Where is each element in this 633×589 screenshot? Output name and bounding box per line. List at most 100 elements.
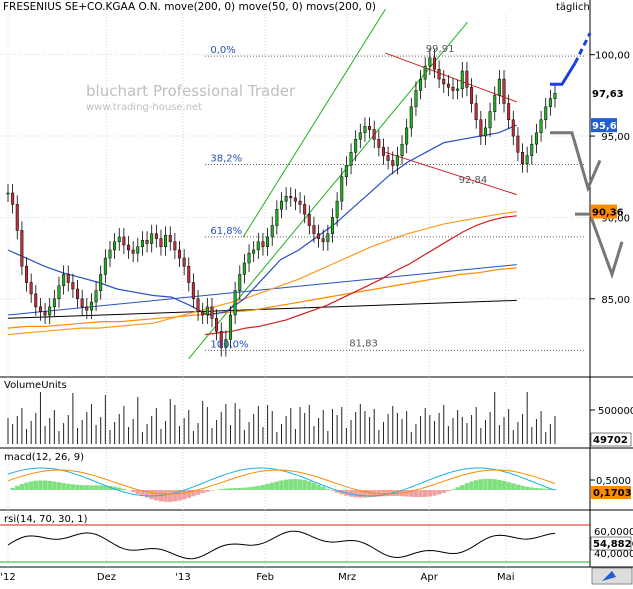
candle-body [285, 196, 288, 201]
fib-level-label: 61,8% [210, 226, 242, 237]
last-price-label: 97,63 [592, 89, 624, 100]
candle-body [498, 79, 501, 95]
x-tick-label: Apr [421, 572, 439, 583]
macd-histogram-bar [520, 486, 524, 490]
y-tick-label: 100,00 [595, 51, 630, 62]
macd-histogram-bar [530, 487, 534, 490]
macd-histogram-bar [265, 484, 269, 490]
macd-histogram-bar [94, 485, 98, 490]
candle-body [7, 193, 10, 194]
candle-body [234, 291, 237, 315]
macd-histogram-bar [182, 490, 186, 499]
candle-body [517, 136, 520, 152]
macd-histogram-bar [469, 482, 473, 490]
candle-body [521, 152, 524, 163]
candle-body [141, 240, 144, 247]
macd-histogram-bar [307, 481, 311, 490]
candle-body [16, 204, 19, 230]
candle-body [280, 201, 283, 209]
candle-body [526, 156, 529, 164]
macd-histogram-bar [451, 489, 455, 490]
candle-body [58, 286, 61, 299]
candle-body [257, 242, 260, 250]
candle-body [415, 91, 418, 107]
candle-body [155, 234, 158, 239]
macd-histogram-bar [238, 488, 242, 490]
macd-histogram-bar [173, 490, 177, 501]
watermark-title: bluchart Professional Trader [86, 82, 296, 100]
candle-body [215, 318, 218, 331]
candle-body [178, 250, 181, 258]
chart-title: FRESENIUS SE+CO.KGAA O.N. move(200, 0) m… [3, 1, 376, 13]
candle-body [549, 99, 552, 107]
macd-histogram-bar [57, 482, 61, 490]
x-tick-label: '13 [175, 572, 190, 583]
candle-body [48, 307, 51, 315]
macd-histogram-bar [437, 490, 441, 494]
fib-value-label: 99,91 [426, 44, 455, 55]
candle-body [410, 107, 413, 128]
y-tick-label: 95,00 [601, 132, 630, 143]
watermark-url: www.trading-house.net [86, 102, 202, 113]
macd-histogram-bar [488, 479, 492, 490]
candle-body [99, 274, 102, 290]
macd-histogram-bar [446, 490, 450, 491]
candle-body [95, 291, 98, 302]
macd-histogram-bar [497, 480, 501, 490]
rsi-tick-label: 40,0000 [594, 549, 633, 560]
candle-body [72, 283, 75, 290]
macd-tick-label: 0,5000 [596, 476, 631, 487]
macd-histogram-bar [474, 480, 478, 490]
candle-body [294, 198, 297, 201]
rsi-panel-label: rsi(14, 70, 30, 1) [4, 514, 88, 525]
candle-body [229, 315, 232, 339]
candle-body [313, 226, 316, 234]
candle-body [345, 165, 348, 176]
candle-body [419, 79, 422, 90]
macd-histogram-bar [455, 487, 459, 490]
macd-panel-label: macd(12, 26, 9) [4, 452, 84, 463]
candle-body [540, 120, 543, 133]
macd-histogram-bar [75, 485, 79, 490]
candle-body [262, 242, 265, 247]
macd-histogram-bar [493, 479, 497, 490]
candle-body [452, 87, 455, 90]
macd-histogram-bar [460, 485, 464, 490]
fib-value-label: 92,84 [459, 175, 488, 186]
candle-body [327, 234, 330, 242]
candle-body [188, 266, 191, 282]
x-tick-label: Feb [256, 572, 274, 583]
macd-histogram-bar [15, 486, 19, 490]
fib-level-label: 100,0% [210, 339, 248, 350]
macd-histogram-bar [29, 481, 33, 490]
macd-histogram-bar [312, 483, 316, 490]
macd-histogram-bar [442, 490, 446, 493]
candle-body [387, 156, 390, 161]
candle-body [378, 139, 381, 147]
x-tick-label: Dez [97, 572, 116, 583]
macd-histogram-bar [302, 480, 306, 490]
candle-body [53, 299, 56, 307]
macd-histogram-bar [210, 490, 214, 491]
candle-body [39, 307, 42, 312]
candle-body [44, 312, 47, 315]
candle-body [531, 144, 534, 155]
macd-histogram-bar [525, 487, 529, 490]
macd-histogram-bar [247, 487, 251, 490]
candle-body [341, 177, 344, 201]
macd-histogram-bar [89, 485, 93, 490]
macd-histogram-bar [228, 488, 232, 490]
macd-histogram-bar [516, 485, 520, 490]
macd-histogram-bar [122, 489, 126, 490]
candle-body [456, 89, 459, 91]
candle-body [11, 193, 14, 204]
macd-histogram-bar [284, 480, 288, 490]
candle-body [118, 237, 121, 242]
candle-body [81, 299, 84, 307]
interval-label[interactable]: täglich [556, 2, 590, 13]
candle-body [494, 95, 497, 111]
macd-histogram-bar [289, 479, 293, 490]
candle-body [290, 196, 293, 198]
